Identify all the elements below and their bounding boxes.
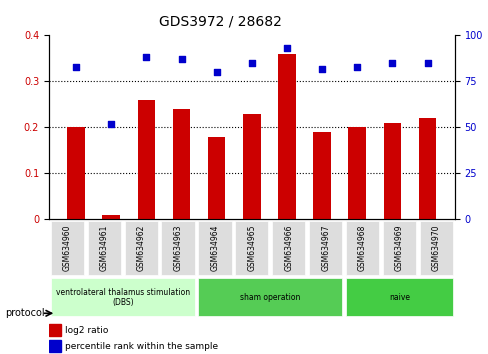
Text: protocol: protocol: [5, 308, 44, 318]
Bar: [207, 137, 225, 219]
FancyBboxPatch shape: [51, 221, 84, 275]
Point: [247, 60, 255, 66]
FancyBboxPatch shape: [271, 221, 305, 275]
Text: GSM634961: GSM634961: [100, 224, 108, 271]
Point: [142, 55, 150, 60]
Point: [353, 64, 361, 69]
Point: [212, 69, 220, 75]
Bar: [172, 109, 190, 219]
Bar: [137, 100, 155, 219]
Text: sham operation: sham operation: [240, 293, 300, 302]
Text: GSM634962: GSM634962: [136, 224, 145, 271]
Bar: [49, 340, 61, 352]
Bar: [383, 123, 400, 219]
Text: GSM634965: GSM634965: [247, 224, 256, 271]
Text: ventrolateral thalamus stimulation
(DBS): ventrolateral thalamus stimulation (DBS): [56, 288, 189, 307]
Point: [423, 60, 430, 66]
Bar: [278, 54, 295, 219]
Text: GSM634968: GSM634968: [357, 224, 366, 271]
Bar: [313, 132, 330, 219]
FancyBboxPatch shape: [308, 221, 342, 275]
Text: GSM634969: GSM634969: [394, 224, 403, 271]
FancyBboxPatch shape: [161, 221, 194, 275]
Point: [107, 121, 115, 127]
FancyBboxPatch shape: [87, 221, 121, 275]
Point: [72, 64, 80, 69]
FancyBboxPatch shape: [235, 221, 268, 275]
FancyBboxPatch shape: [198, 278, 342, 316]
Text: GSM634960: GSM634960: [63, 224, 72, 271]
Bar: [418, 118, 435, 219]
Text: GSM634970: GSM634970: [431, 224, 440, 271]
Text: GSM634966: GSM634966: [284, 224, 293, 271]
FancyBboxPatch shape: [198, 221, 231, 275]
FancyBboxPatch shape: [345, 221, 378, 275]
FancyBboxPatch shape: [124, 221, 158, 275]
Bar: [243, 114, 260, 219]
Point: [283, 45, 290, 51]
Point: [318, 66, 325, 72]
Text: GSM634967: GSM634967: [321, 224, 329, 271]
FancyBboxPatch shape: [345, 278, 452, 316]
Text: GSM634963: GSM634963: [173, 224, 182, 271]
Text: GDS3972 / 28682: GDS3972 / 28682: [158, 14, 281, 28]
Text: GSM634964: GSM634964: [210, 224, 219, 271]
Point: [177, 57, 185, 62]
Bar: [67, 127, 85, 219]
Bar: [348, 127, 366, 219]
Text: log2 ratio: log2 ratio: [65, 326, 108, 335]
FancyBboxPatch shape: [419, 221, 452, 275]
Text: percentile rank within the sample: percentile rank within the sample: [65, 342, 218, 351]
Text: naive: naive: [388, 293, 409, 302]
FancyBboxPatch shape: [51, 278, 194, 316]
FancyBboxPatch shape: [382, 221, 415, 275]
Point: [387, 60, 395, 66]
Bar: [102, 215, 120, 219]
Bar: [49, 324, 61, 336]
